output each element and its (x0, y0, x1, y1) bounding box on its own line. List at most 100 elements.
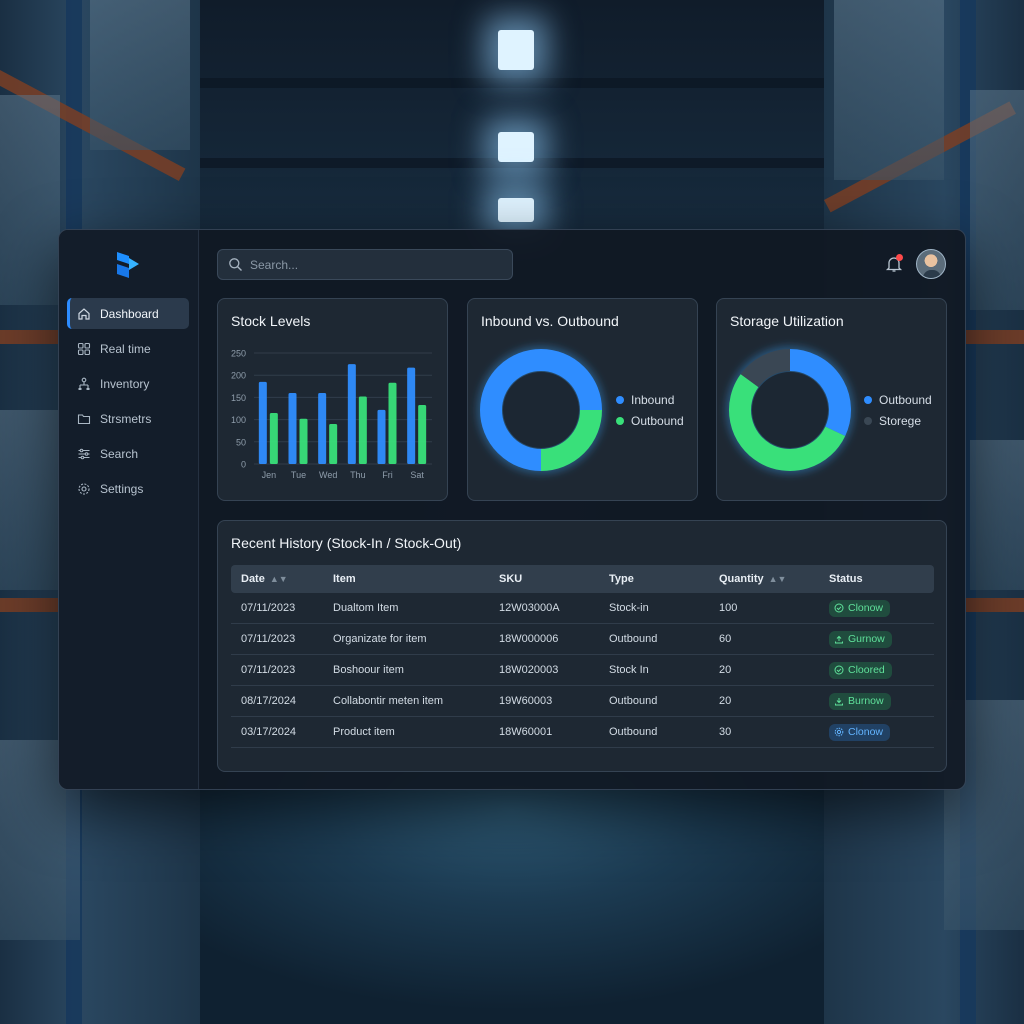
column-header-date[interactable]: Date ▲▼ (241, 573, 288, 585)
card-title: Inbound vs. Outbound (481, 313, 619, 329)
table-row[interactable]: 07/11/2023 Boshoour item 18W020003 Stock In… (231, 655, 934, 686)
sort-icon[interactable]: ▲▼ (768, 574, 787, 584)
sidebar-nav: Dashboard Real time Inventory Strsmetrs … (67, 298, 189, 508)
type-cell: Stock-in (609, 602, 649, 614)
storage-utilization-card: Storage Utilization Outbound Storege (716, 298, 947, 501)
hierarchy-icon (78, 377, 90, 390)
column-header-sku: SKU (499, 573, 523, 585)
inbound-outbound-chart (477, 346, 605, 474)
quantity-cell: 60 (719, 633, 732, 645)
sidebar-item-dashboard[interactable]: Dashboard (67, 298, 189, 329)
y-tick-label: 150 (231, 393, 246, 403)
upload-icon (835, 635, 843, 644)
item-cell: Dualtom Item (333, 602, 399, 614)
bar (288, 392, 297, 464)
legend-label: Outbound (879, 392, 932, 407)
app-logo-icon[interactable] (115, 250, 141, 280)
bar (269, 412, 278, 464)
column-header-quantity[interactable]: Quantity ▲▼ (719, 573, 787, 585)
status-badge: Clonow (829, 723, 891, 741)
donut-slice (729, 374, 846, 471)
date-cell: 03/17/2024 (241, 726, 297, 738)
recent-history-card: Recent History (Stock-In / Stock-Out) Da… (217, 520, 947, 772)
table-row[interactable]: 08/17/2024 Collabontir meten item 19W60003… (231, 686, 934, 717)
sidebar-item-settings[interactable]: Settings (67, 473, 189, 504)
history-table: Date ▲▼ Item SKU Type Quantity ▲▼ Status 0… (231, 565, 934, 748)
sku-cell: 12W03000A (499, 602, 560, 614)
y-tick-label: 250 (231, 349, 246, 359)
grid-icon (77, 342, 91, 355)
x-tick-label: Jen (262, 470, 277, 480)
sidebar-item-label: Inventory (100, 376, 150, 391)
folder-icon (77, 413, 91, 424)
sidebar-item-label: Real time (100, 341, 151, 356)
table-row[interactable]: 03/17/2024 Product item 18W60001 Outbound 30… (231, 717, 934, 748)
bar (329, 424, 338, 464)
sku-cell: 18W60001 (499, 726, 553, 738)
status-badge: Cloored (829, 661, 892, 679)
x-tick-label: Wed (319, 470, 337, 480)
search-bar[interactable] (217, 249, 513, 280)
donut-slice (540, 409, 602, 471)
date-cell: 07/11/2023 (241, 633, 296, 645)
sidebar-item-shipments[interactable]: Strsmetrs (67, 403, 189, 434)
table-row[interactable]: 07/11/2023 Dualtom Item 12W03000A Stock-in 1… (231, 593, 934, 624)
gear-icon (78, 482, 90, 495)
status-label: Gurnow (848, 633, 885, 645)
quantity-cell: 20 (719, 664, 732, 676)
bar (377, 409, 386, 464)
bar (388, 382, 397, 464)
search-input[interactable] (250, 257, 490, 272)
sku-cell: 18W000006 (499, 633, 559, 645)
status-label: Burnow (848, 695, 884, 707)
x-tick-label: Sat (410, 470, 424, 480)
sidebar-item-search[interactable]: Search (67, 438, 189, 469)
legend-item: Outbound (616, 410, 684, 431)
sku-cell: 19W60003 (499, 695, 553, 707)
donut-hole (503, 372, 579, 448)
type-cell: Outbound (609, 633, 658, 645)
chart-legend: Inbound Outbound (616, 389, 684, 431)
type-cell: Outbound (609, 726, 658, 738)
sidebar-item-label: Dashboard (100, 306, 159, 321)
card-title: Stock Levels (231, 313, 311, 329)
table-body: 07/11/2023 Dualtom Item 12W03000A Stock-in 1… (231, 593, 934, 748)
sort-icon[interactable]: ▲▼ (269, 574, 288, 584)
inbound-outbound-card: Inbound vs. Outbound Inbound Outbound (467, 298, 698, 501)
bar (258, 381, 267, 464)
sidebar-item-label: Search (100, 446, 139, 461)
y-tick-label: 200 (231, 371, 246, 381)
legend-label: Inbound (631, 392, 675, 407)
card-title: Storage Utilization (730, 313, 844, 329)
legend-label: Storege (879, 413, 922, 428)
download-icon (835, 698, 843, 706)
bar (318, 392, 327, 464)
sidebar-item-realtime[interactable]: Real time (67, 333, 189, 364)
table-header: Date ▲▼ Item SKU Type Quantity ▲▼ Status (231, 565, 934, 593)
item-cell: Product item (333, 726, 395, 738)
sidebar: Dashboard Real time Inventory Strsmetrs … (59, 230, 199, 789)
table-row[interactable]: 07/11/2023 Organizate for item 18W000006 Ou… (231, 624, 934, 655)
card-title: Recent History (Stock-In / Stock-Out) (231, 535, 462, 551)
x-tick-label: Tue (291, 470, 306, 480)
sku-cell: 18W020003 (499, 664, 559, 676)
bar (299, 418, 308, 464)
type-cell: Outbound (609, 695, 658, 707)
gear-icon (834, 727, 844, 737)
legend-item: Outbound (864, 389, 932, 410)
type-cell: Stock In (609, 664, 649, 676)
status-cell: Gurnow (829, 630, 934, 648)
main-content: Stock Levels 0 50 100 150 200 250 Jen Tue Wed Thu… (199, 230, 965, 789)
legend-label: Outbound (631, 413, 684, 428)
user-avatar[interactable] (916, 249, 946, 279)
check-icon (834, 665, 844, 675)
sidebar-item-label: Settings (100, 481, 144, 496)
bar (407, 367, 416, 464)
sidebar-item-label: Strsmetrs (100, 411, 152, 426)
sidebar-item-inventory[interactable]: Inventory (67, 368, 189, 399)
bar (358, 396, 367, 464)
date-cell: 07/11/2023 (241, 602, 296, 614)
status-label: Clonow (848, 726, 884, 738)
stock-levels-card: Stock Levels 0 50 100 150 200 250 Jen Tue Wed Thu… (217, 298, 448, 501)
status-cell: Burnow (829, 692, 934, 710)
